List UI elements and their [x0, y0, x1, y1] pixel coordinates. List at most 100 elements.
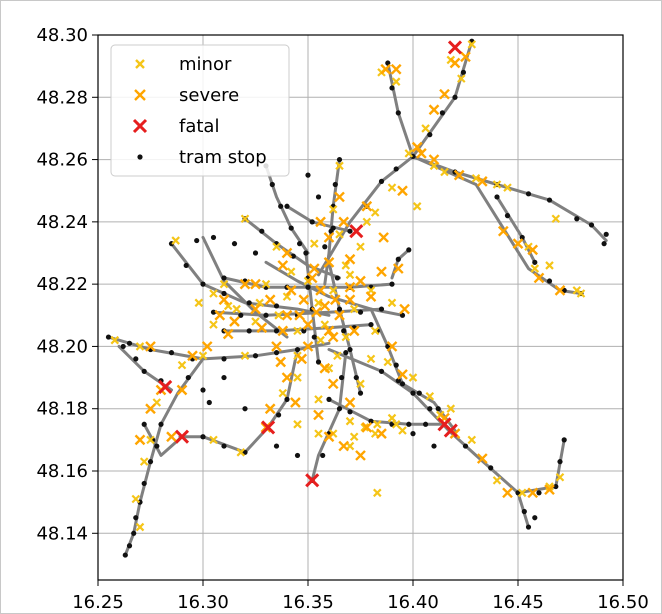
severe-marker	[392, 263, 404, 274]
tram-stop-marker	[126, 340, 133, 346]
tram-stop-marker	[378, 368, 385, 374]
legend-marker-fatal	[132, 118, 148, 134]
legend: minor severe fatal tram stop	[110, 44, 290, 177]
tram-stop-marker	[131, 530, 137, 536]
tram-stop-marker	[246, 300, 252, 306]
severe-marker	[376, 428, 387, 439]
severe-marker	[296, 353, 308, 365]
tram-stop-marker	[206, 399, 212, 406]
minor-marker	[335, 161, 344, 171]
tram-stop-marker	[341, 328, 347, 334]
severe-marker	[281, 309, 293, 321]
severe-marker	[264, 294, 276, 306]
tram-stop-marker	[126, 543, 133, 549]
tram-line	[142, 422, 184, 457]
tram-stop-marker	[158, 421, 164, 427]
tram-stop-marker	[406, 247, 412, 253]
minor-marker	[328, 286, 338, 295]
y-tick-label: 48.28	[36, 87, 88, 108]
severe-marker	[428, 104, 440, 116]
minor-marker	[274, 311, 283, 320]
severe-marker	[277, 260, 289, 271]
minor-marker	[223, 301, 233, 311]
legend-marker-severe	[134, 89, 146, 101]
minor-marker	[492, 476, 502, 485]
tram-stop-marker	[532, 259, 538, 265]
tram-stop-marker	[389, 281, 395, 287]
severe-marker	[281, 247, 293, 259]
tram-stop-marker	[519, 234, 525, 241]
severe-marker	[348, 325, 360, 337]
severe-marker	[323, 325, 335, 337]
minor-marker	[335, 230, 344, 239]
legend-marker-minor	[135, 59, 145, 69]
tram-stop-marker	[389, 85, 395, 91]
minor-marker	[373, 420, 382, 429]
tram-stop-marker	[200, 281, 206, 287]
tram-stop-marker	[603, 231, 609, 237]
minor-marker	[282, 292, 292, 301]
tram-stop-marker	[406, 421, 412, 427]
tram-stop-marker	[221, 356, 227, 362]
severe-marker	[315, 285, 326, 296]
minor-marker	[314, 298, 323, 308]
severe-marker	[319, 362, 331, 374]
tram-stop-marker	[301, 328, 307, 334]
severe-marker	[344, 253, 356, 265]
minor-marker	[236, 448, 246, 457]
tram-line	[178, 348, 299, 454]
tram-stop-marker	[378, 306, 385, 312]
minor-marker	[310, 239, 319, 248]
tram-stop-marker	[252, 250, 259, 256]
y-tick-label: 48.18	[36, 399, 88, 420]
severe-marker	[229, 316, 240, 327]
tram-stop-marker	[399, 381, 406, 387]
tram-stop-marker	[322, 244, 328, 250]
tram-stop-marker	[488, 465, 494, 471]
tram-stop-marker	[294, 452, 301, 459]
severe-marker	[460, 51, 471, 63]
severe-marker	[416, 147, 427, 159]
tram-stop-marker	[284, 396, 290, 402]
tram-stop-marker	[242, 449, 248, 455]
severe-marker	[214, 309, 226, 321]
tram-stop-marker	[368, 418, 374, 424]
tram-stop-marker	[311, 334, 317, 340]
minor-marker	[293, 373, 302, 382]
severe-marker	[386, 341, 398, 352]
severe-marker	[277, 325, 289, 337]
tram-stop-marker	[546, 278, 553, 284]
minor-marker	[440, 167, 449, 177]
minor-marker	[333, 351, 342, 361]
minor-marker	[135, 342, 145, 351]
minor-marker	[555, 472, 565, 482]
y-tick-label: 48.24	[36, 212, 88, 233]
tram-stop-marker	[452, 94, 458, 100]
tram-stop-marker	[574, 216, 580, 222]
tram-stop-marker	[427, 406, 433, 412]
minor-marker	[320, 320, 330, 329]
tram-stop-marker	[185, 374, 191, 381]
severe-marker	[218, 294, 230, 306]
minor-marker	[362, 217, 372, 227]
x-tick-label: 16.30	[177, 592, 229, 613]
minor-marker	[255, 298, 264, 308]
tram-stop-marker	[320, 452, 326, 459]
minor-marker	[272, 242, 281, 252]
tram-stop-marker	[273, 350, 280, 356]
tram-stop-marker	[353, 374, 359, 381]
tram-stop-marker	[347, 228, 353, 234]
severe-marker	[554, 285, 566, 296]
x-tick-label: 16.45	[492, 592, 544, 613]
minor-marker	[341, 261, 351, 270]
severe-marker	[285, 285, 297, 296]
severe-marker	[256, 322, 268, 334]
severe-marker	[271, 341, 282, 352]
minor-marker	[551, 214, 561, 224]
severe-marker	[166, 431, 177, 443]
tram-stop-marker	[263, 312, 269, 318]
tram-stop-marker	[339, 374, 345, 381]
minor-marker	[314, 429, 323, 438]
severe-marker	[334, 191, 345, 203]
